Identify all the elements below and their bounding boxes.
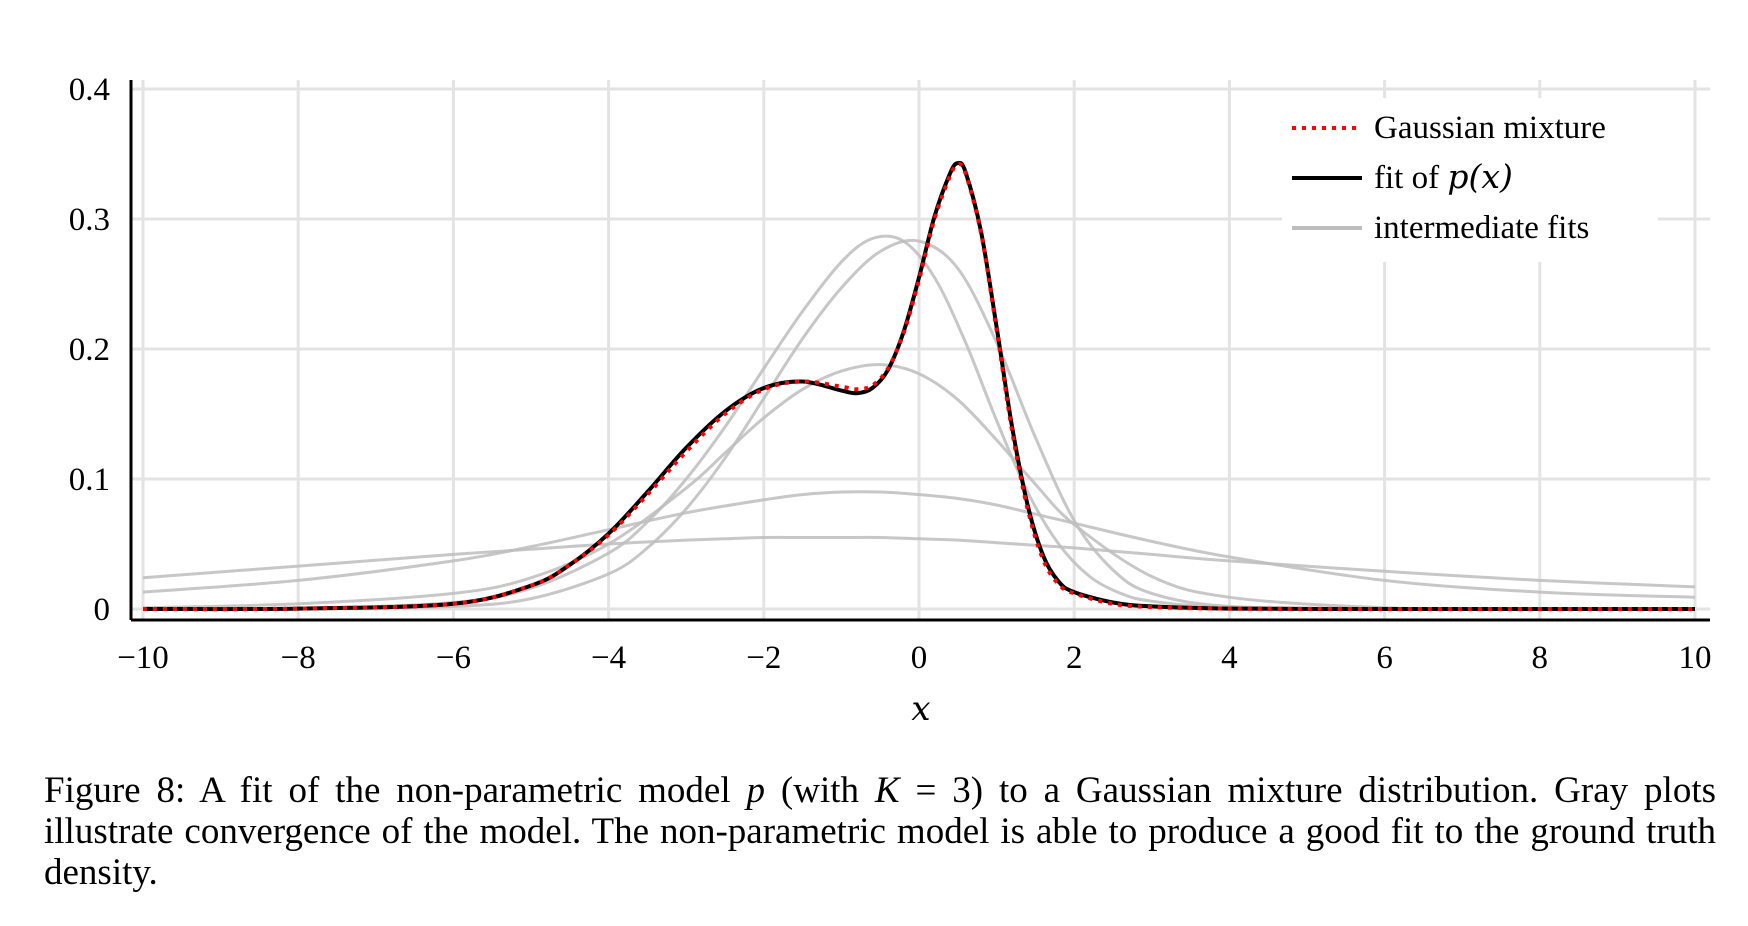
x-tick-label: −2: [746, 640, 781, 676]
series-line-3: [142, 490, 1696, 599]
y-tick-label: 0.2: [69, 332, 110, 368]
x-tick-label: 2: [1066, 640, 1083, 676]
x-tick-label: 6: [1376, 640, 1393, 676]
x-tick-label: 10: [1679, 640, 1712, 676]
caption-math-p: p: [746, 770, 766, 811]
caption-part2: (with: [765, 770, 875, 811]
legend: Gaussian mixture fit of p(x) intermediat…: [1282, 98, 1658, 262]
x-tick-label: −6: [436, 640, 471, 676]
curves: [142, 160, 1696, 612]
x-tick-label: 8: [1532, 640, 1549, 676]
legend-label-intermediate: intermediate fits: [1374, 210, 1589, 246]
series-line-0: [142, 162, 1695, 612]
legend-label-fit-math: p(x): [1447, 157, 1512, 196]
y-tick-label: 0.4: [69, 72, 110, 108]
y-tick-label: 0: [94, 592, 111, 628]
x-axis-label: x: [911, 689, 930, 729]
x-tick-label: 0: [911, 640, 928, 676]
caption-part3: = 3) to a Gaussian mixture distribution.…: [44, 770, 1716, 893]
caption-math-k: K: [874, 770, 900, 811]
x-tick-label: −4: [591, 640, 626, 676]
x-tick-label: −10: [117, 640, 169, 676]
legend-label-fit: fit of p(x): [1374, 157, 1513, 196]
legend-label-gaussian-mixture: Gaussian mixture: [1374, 110, 1606, 146]
caption-lead: Figure 8: A fit of the non-parametric mo…: [44, 770, 747, 811]
axes: [129, 80, 1710, 622]
y-tick-label: 0.3: [69, 202, 110, 238]
tick-labels: −10 −8 −6 −4 −2 0 2 4 6 8 10 0 0.1 0.2 0.3 0.4: [69, 72, 1712, 676]
figure-caption: Figure 8: A fit of the non-parametric mo…: [44, 770, 1716, 893]
y-tick-label: 0.1: [69, 462, 110, 498]
series-line-4: [142, 363, 1696, 611]
x-tick-label: −8: [281, 640, 316, 676]
legend-label-fit-text: fit of: [1374, 160, 1447, 196]
density-plot: −10 −8 −6 −4 −2 0 2 4 6 8 10 0 0.1 0.2 0.3 0.4 x Gaussi…: [69, 72, 1712, 729]
x-tick-label: 4: [1221, 640, 1238, 676]
